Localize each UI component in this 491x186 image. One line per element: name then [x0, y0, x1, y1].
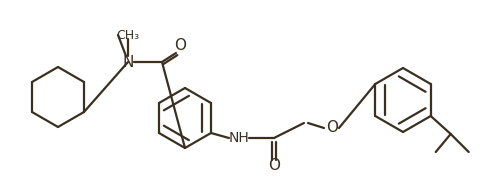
Text: CH₃: CH₃ — [116, 28, 139, 41]
Text: O: O — [326, 121, 338, 135]
Text: O: O — [174, 38, 186, 52]
Text: N: N — [122, 54, 134, 70]
Text: NH: NH — [229, 131, 249, 145]
Text: O: O — [268, 158, 280, 174]
